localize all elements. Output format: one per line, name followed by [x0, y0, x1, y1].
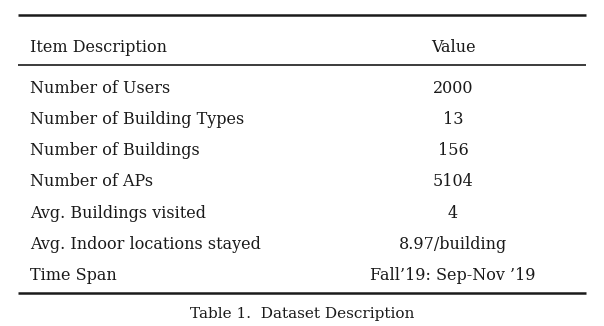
Text: Fall’19: Sep-Nov ’19: Fall’19: Sep-Nov ’19	[370, 267, 536, 284]
Text: Item Description: Item Description	[30, 39, 167, 56]
Text: Avg. Buildings visited: Avg. Buildings visited	[30, 205, 206, 222]
Text: 13: 13	[443, 111, 463, 128]
Text: Number of Users: Number of Users	[30, 80, 170, 96]
Text: Number of Buildings: Number of Buildings	[30, 142, 200, 159]
Text: Time Span: Time Span	[30, 267, 117, 284]
Text: Number of APs: Number of APs	[30, 173, 153, 190]
Text: 4: 4	[448, 205, 458, 222]
Text: Table 1.  Dataset Description: Table 1. Dataset Description	[190, 307, 414, 321]
Text: Number of Building Types: Number of Building Types	[30, 111, 245, 128]
Text: 5104: 5104	[432, 173, 474, 190]
Text: 156: 156	[438, 142, 468, 159]
Text: 2000: 2000	[432, 80, 474, 96]
Text: Avg. Indoor locations stayed: Avg. Indoor locations stayed	[30, 236, 261, 253]
Text: 8.97/building: 8.97/building	[399, 236, 507, 253]
Text: Value: Value	[431, 39, 475, 56]
